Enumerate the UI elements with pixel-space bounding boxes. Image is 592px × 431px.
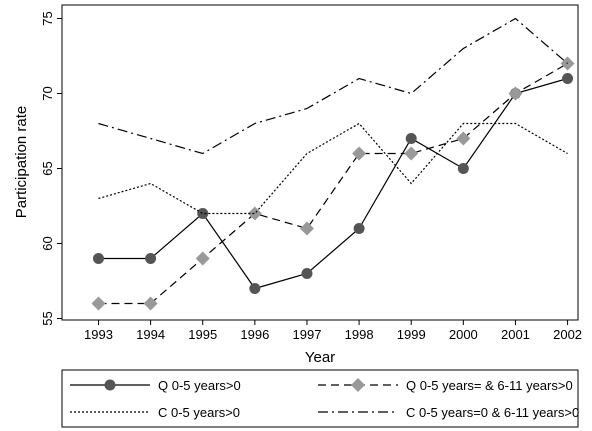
x-tick-label: 1995 [188, 327, 217, 342]
y-tick-label: 55 [40, 311, 55, 325]
y-tick-label: 60 [40, 236, 55, 250]
marker [145, 253, 157, 264]
marker [247, 206, 262, 221]
marker [508, 86, 523, 101]
y-tick-label: 65 [40, 161, 55, 175]
series-line [98, 77, 568, 290]
x-tick-label: 1997 [293, 327, 322, 342]
marker [562, 73, 574, 84]
legend-label: C 0-5 years=0 & 6-11 years>0 [406, 405, 579, 420]
x-tick-label: 1994 [136, 327, 165, 342]
legend-label: C 0-5 years>0 [158, 405, 240, 420]
legend-frame [61, 369, 579, 428]
legend-label: Q 0-5 years= & 6-11 years>0 [406, 378, 573, 393]
x-tick-label: 1993 [84, 327, 113, 342]
x-tick-label: 2002 [553, 327, 582, 342]
marker [352, 146, 367, 161]
marker [456, 131, 471, 146]
series-line [98, 17, 568, 155]
marker [457, 163, 469, 174]
legend-label: Q 0-5 years>0 [158, 378, 241, 393]
legend-marker [104, 379, 116, 391]
marker [195, 251, 210, 266]
plot-frame [61, 4, 579, 321]
y-tick-label: 75 [40, 11, 55, 25]
x-tick-label: 1998 [345, 327, 374, 342]
marker [197, 208, 209, 219]
series-line [98, 122, 568, 215]
marker [405, 133, 417, 144]
x-tick-label: 1996 [240, 327, 269, 342]
marker [353, 223, 365, 234]
y-tick-label: 70 [40, 86, 55, 100]
marker [92, 253, 104, 264]
marker [249, 283, 261, 294]
marker [299, 221, 314, 236]
x-tick-label: 1999 [397, 327, 426, 342]
marker [404, 146, 419, 161]
marker [143, 296, 158, 311]
y-axis-title: Participation rate [13, 106, 30, 219]
x-axis-title: Year [305, 349, 335, 366]
x-tick-label: 2000 [449, 327, 478, 342]
series-line [98, 62, 568, 305]
legend-marker [351, 378, 365, 392]
x-tick-label: 2001 [501, 327, 530, 342]
marker [91, 296, 106, 311]
marker [301, 268, 313, 279]
